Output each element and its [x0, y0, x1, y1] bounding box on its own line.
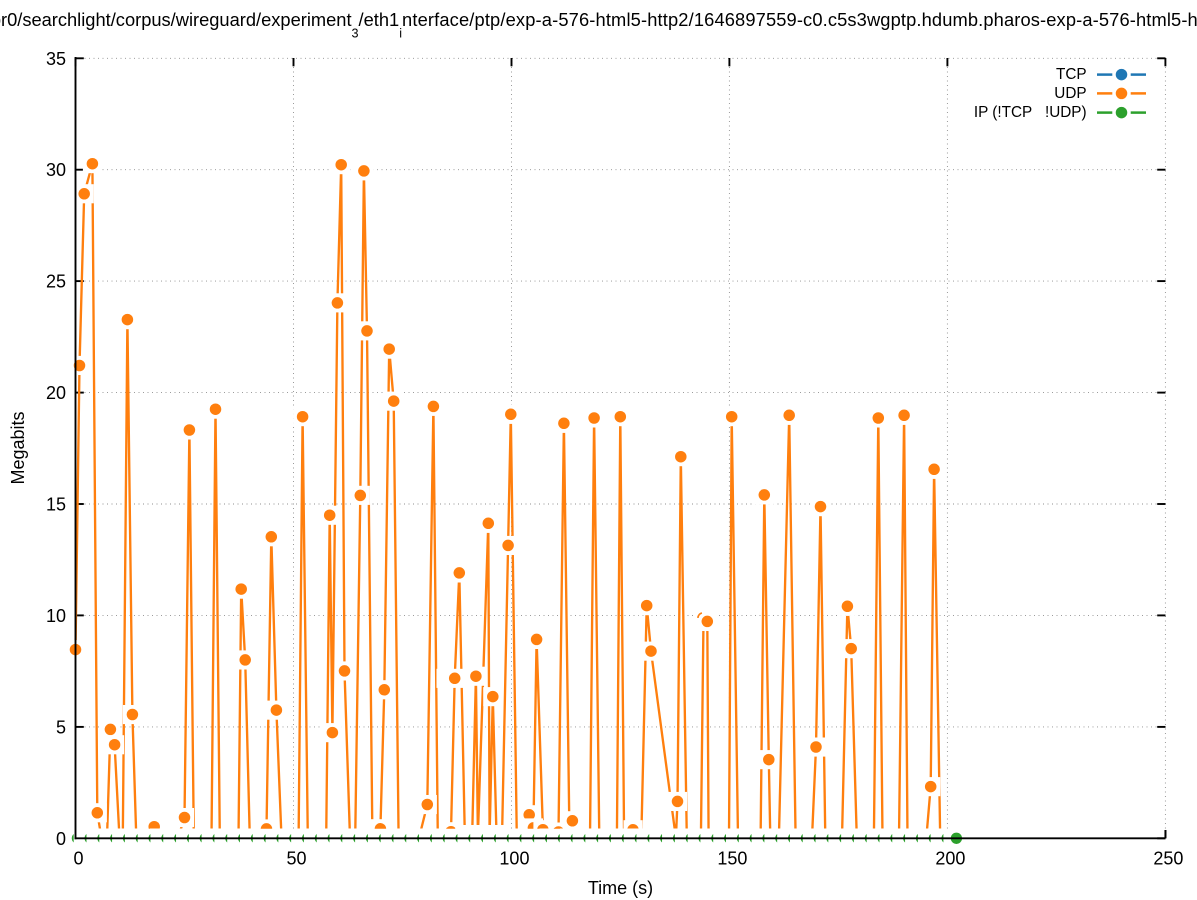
svg-text:25: 25 [46, 272, 66, 292]
svg-text:250: 250 [1153, 849, 1183, 869]
svg-text:150: 150 [717, 849, 747, 869]
svg-text:0: 0 [56, 829, 66, 849]
svg-text:0: 0 [73, 849, 83, 869]
svg-text:Time (s): Time (s) [588, 878, 653, 898]
svg-text:Megabits: Megabits [8, 411, 28, 484]
svg-text:IP (!TCP !UDP): IP (!TCP !UDP) [974, 104, 1087, 121]
svg-text:20: 20 [46, 383, 66, 403]
svg-text:5: 5 [56, 717, 66, 737]
svg-text:50: 50 [286, 849, 306, 869]
svg-text:15: 15 [46, 495, 66, 515]
svg-text:30: 30 [46, 160, 66, 180]
svg-text:200: 200 [935, 849, 965, 869]
svg-text:35: 35 [46, 49, 66, 69]
svg-text:TCP: TCP [1056, 66, 1087, 83]
svg-text:UDP: UDP [1054, 85, 1086, 102]
svg-text:10: 10 [46, 606, 66, 626]
svg-text:100: 100 [499, 849, 529, 869]
